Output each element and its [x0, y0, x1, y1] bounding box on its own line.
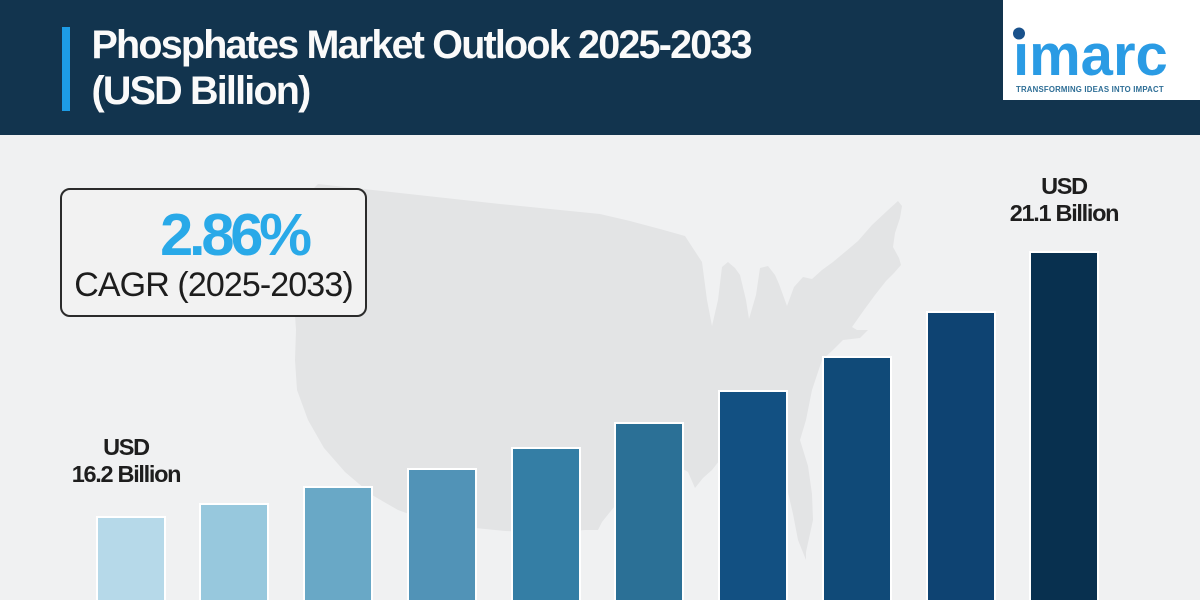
- svg-text:ımarc: ımarc: [1013, 23, 1168, 88]
- svg-text:TRANSFORMING IDEAS INTO IMPACT: TRANSFORMING IDEAS INTO IMPACT: [1016, 85, 1164, 94]
